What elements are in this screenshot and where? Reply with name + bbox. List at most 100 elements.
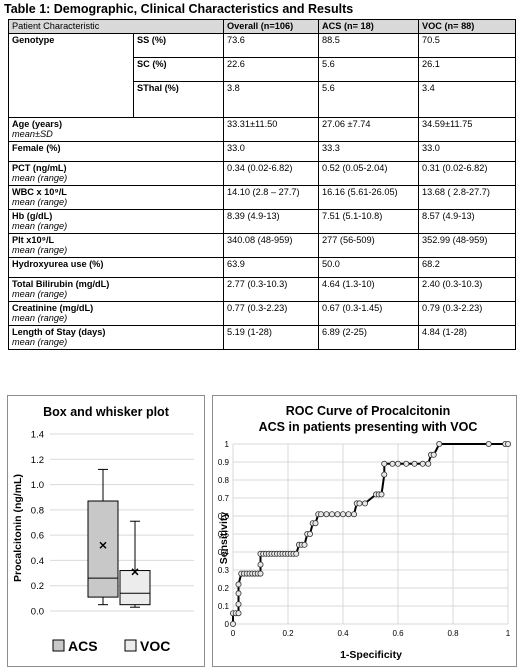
cell-overall: 73.6 [223,32,320,58]
row-label: Female (%) [12,142,61,153]
y-tick-label: 0.2 [218,584,230,593]
cell-overall: 33.0 [223,140,320,162]
roc-point [323,511,330,518]
roc-panel: ROC Curve of Procalcitonin ACS in patien… [212,395,517,667]
roc-point [340,511,347,518]
y-tick-label: 0.8 [218,476,230,485]
cell-voc: 13.68 ( 2.8-27.7) [418,184,517,210]
row-sublabel: mean (range) [12,313,68,323]
cell-overall: 340.08 (48-959) [223,232,320,258]
row-label-cell: Total Bilirubin (mg/dL) mean (range) [7,276,225,302]
x-tick-label: 0.8 [447,629,459,638]
genotype-sub: SThal (%) [132,80,225,118]
table-row: Creatinine (mg/dL) mean (range) 0.77 (0.3-… [7,300,517,326]
row-sublabel: mean±SD [12,129,53,139]
cell-overall: 63.9 [223,256,320,278]
y-tick-label: 1 [225,440,230,449]
cell-voc: 352.99 (48-959) [418,232,517,258]
table-row: Total Bilirubin (mg/dL) mean (range) 2.77 … [7,276,517,302]
roc-point [293,550,300,557]
roc-point [425,460,432,467]
cell-acs: 88.5 [318,32,420,58]
genotype-label: Genotype [8,32,134,118]
box-plot-title: Box and whisker plot [43,405,170,419]
genotype-sub: SC (%) [132,56,225,82]
row-label: Plt x10⁹/L [12,234,55,245]
roc-point [411,460,418,467]
table-row: Female (%) 33.0 33.3 33.0 [7,140,517,162]
y-tick-label: 0.6 [31,531,44,542]
roc-xlabel: 1-Specificity [340,649,402,661]
roc-point [229,620,236,627]
cell-voc: 8.57 (4.9-13) [418,208,517,234]
cell-acs: 5.6 [318,56,420,82]
roc-point [257,561,264,568]
y-tick-label: 1.2 [31,455,44,466]
box-plot-chart: Box and whisker plot Procalcitonin (ng/m… [12,405,194,654]
cell-voc: 33.0 [418,140,517,162]
roc-point [361,500,368,507]
cell-overall: 14.10 (2.8 – 27.7) [223,184,320,210]
cell-acs: 16.16 (5.61-26.05) [318,184,420,210]
header-acs: ACS (n= 18) [318,19,420,34]
roc-point [403,460,410,467]
roc-point [235,601,242,608]
table-row: WBC x 10⁹/L mean (range) 14.10 (2.8 – 27.7… [7,184,517,210]
cell-acs: 50.0 [318,256,420,278]
table-row: Age (years) mean±SD 33.31±11.50 27.06 ±7.74… [7,116,517,142]
row-label-cell: Age (years) mean±SD [7,116,225,142]
roc-chart: ROC Curve of Procalcitonin ACS in patien… [218,404,511,661]
cell-voc: 4.84 (1-28) [418,324,517,350]
roc-title: ROC Curve of Procalcitonin [286,404,451,418]
x-tick-label: 0.2 [282,629,294,638]
roc-subtitle: ACS in patients presenting with VOC [259,420,478,434]
row-label: Age (years) [12,118,63,129]
cell-voc: 34.59±11.75 [418,116,517,142]
row-sublabel: mean (range) [12,245,68,255]
cell-acs: 33.3 [318,140,420,162]
cell-overall: 2.77 (0.3-10.3) [223,276,320,302]
cell-acs: 7.51 (5.1-10.8) [318,208,420,234]
row-label-cell: Length of Stay (days) mean (range) [7,324,225,350]
roc-point [394,460,401,467]
roc-ylabel: Sensitivity [218,512,230,565]
y-tick-label: 0.4 [218,548,230,557]
roc-point [389,460,396,467]
y-tick-label: 1.4 [31,430,44,441]
table-row: Genotype SS (%) 73.6 88.5 70.5 [8,32,517,118]
roc-point [430,451,437,458]
row-label-cell: Creatinine (mg/dL) mean (range) [7,300,225,326]
x-tick-label: 0.4 [337,629,349,638]
y-tick-label: 0.9 [218,458,230,467]
table-row: Hydroxyurea use (%) 63.9 50.0 68.2 [7,256,517,278]
roc-point [235,590,242,597]
roc-point [378,491,385,498]
y-tick-label: 0.7 [218,494,230,503]
table-row: Length of Stay (days) mean (range) 5.19 (1… [7,324,517,350]
y-tick-label: 0.4 [31,556,44,567]
cell-overall: 0.77 (0.3-2.23) [223,300,320,326]
cell-voc: 70.5 [418,32,517,58]
roc-point [436,441,443,448]
header-characteristic: Patient Characteristic [7,19,225,34]
row-sublabel: mean (range) [12,221,68,231]
cell-voc: 3.4 [418,80,517,118]
row-label: PCT (ng/mL) [12,162,67,173]
cell-acs: 4.64 (1.3-10) [318,276,420,302]
row-label: Hb (g/dL) [12,210,53,221]
roc-point [381,460,388,467]
roc-point [356,500,363,507]
table-row: SC (%) 22.6 5.6 26.1 [9,56,517,82]
cell-overall: 0.34 (0.02-6.82) [223,160,320,186]
cell-acs: 277 (56-509) [318,232,420,258]
roc-point [312,520,319,527]
y-tick-label: 1.0 [31,480,44,491]
roc-point [329,511,336,518]
legend-swatch-acs [52,639,65,652]
demographics-table: Patient Characteristic Overall (n=106) A… [7,19,517,350]
y-tick-label: 0 [225,620,230,629]
roc-point [257,570,264,577]
cell-acs: 0.67 (0.3-1.45) [318,300,420,326]
cell-voc: 68.2 [418,256,517,278]
legend-swatch-voc [124,639,137,652]
